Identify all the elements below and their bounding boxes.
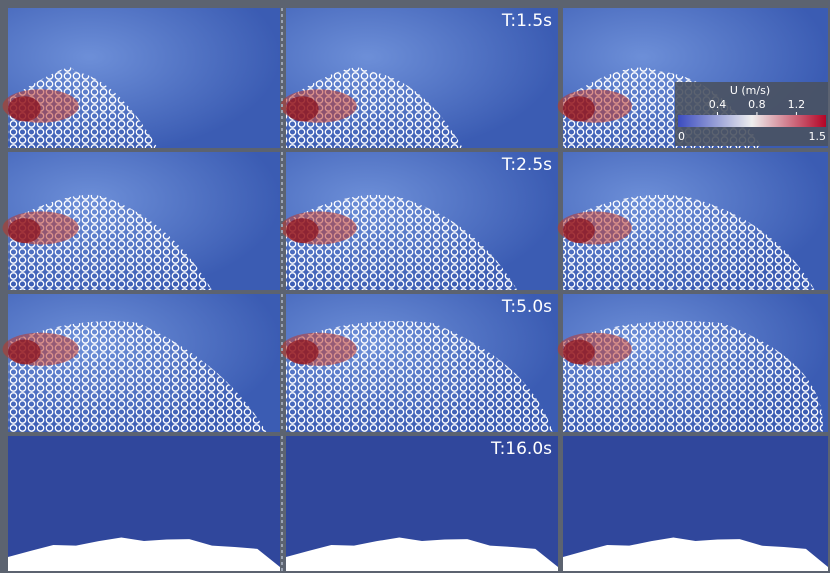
jet-core <box>286 218 319 243</box>
colorbar-tick-label: 1.2 <box>788 98 806 111</box>
colorbar-min-label: 0 <box>678 130 685 143</box>
colorbar-bar <box>678 115 826 127</box>
time-label: T:16.0s <box>490 439 552 459</box>
jet-core <box>563 96 595 121</box>
colorbar-title: U (m/s) <box>730 84 770 97</box>
figure: T:1.5s T:2.5s T:5.0s T:16.0s U (m/s) 0.4 0.8… <box>0 0 830 573</box>
panel <box>3 8 280 148</box>
time-label: T:1.5s <box>501 11 552 31</box>
panel <box>558 294 828 432</box>
colorbar-max-label: 1.5 <box>809 130 827 143</box>
panel <box>3 294 280 432</box>
time-label: T:2.5s <box>501 155 552 175</box>
jet-core <box>563 218 595 243</box>
jet-core <box>8 340 41 365</box>
jet-core <box>563 340 595 365</box>
colorbar-tick-label: 0.4 <box>709 98 727 111</box>
panel <box>3 152 280 290</box>
jet-core <box>286 340 319 365</box>
panel <box>8 436 280 571</box>
jet-core <box>8 96 41 121</box>
jet-core <box>8 218 41 243</box>
jet-core <box>286 96 319 121</box>
colorbar: U (m/s) 0.4 0.8 1.2 0 1.5 <box>675 82 828 146</box>
panel <box>558 152 828 290</box>
panel <box>563 436 828 571</box>
time-label: T:5.0s <box>501 297 552 317</box>
colorbar-tick-label: 0.8 <box>748 98 766 111</box>
